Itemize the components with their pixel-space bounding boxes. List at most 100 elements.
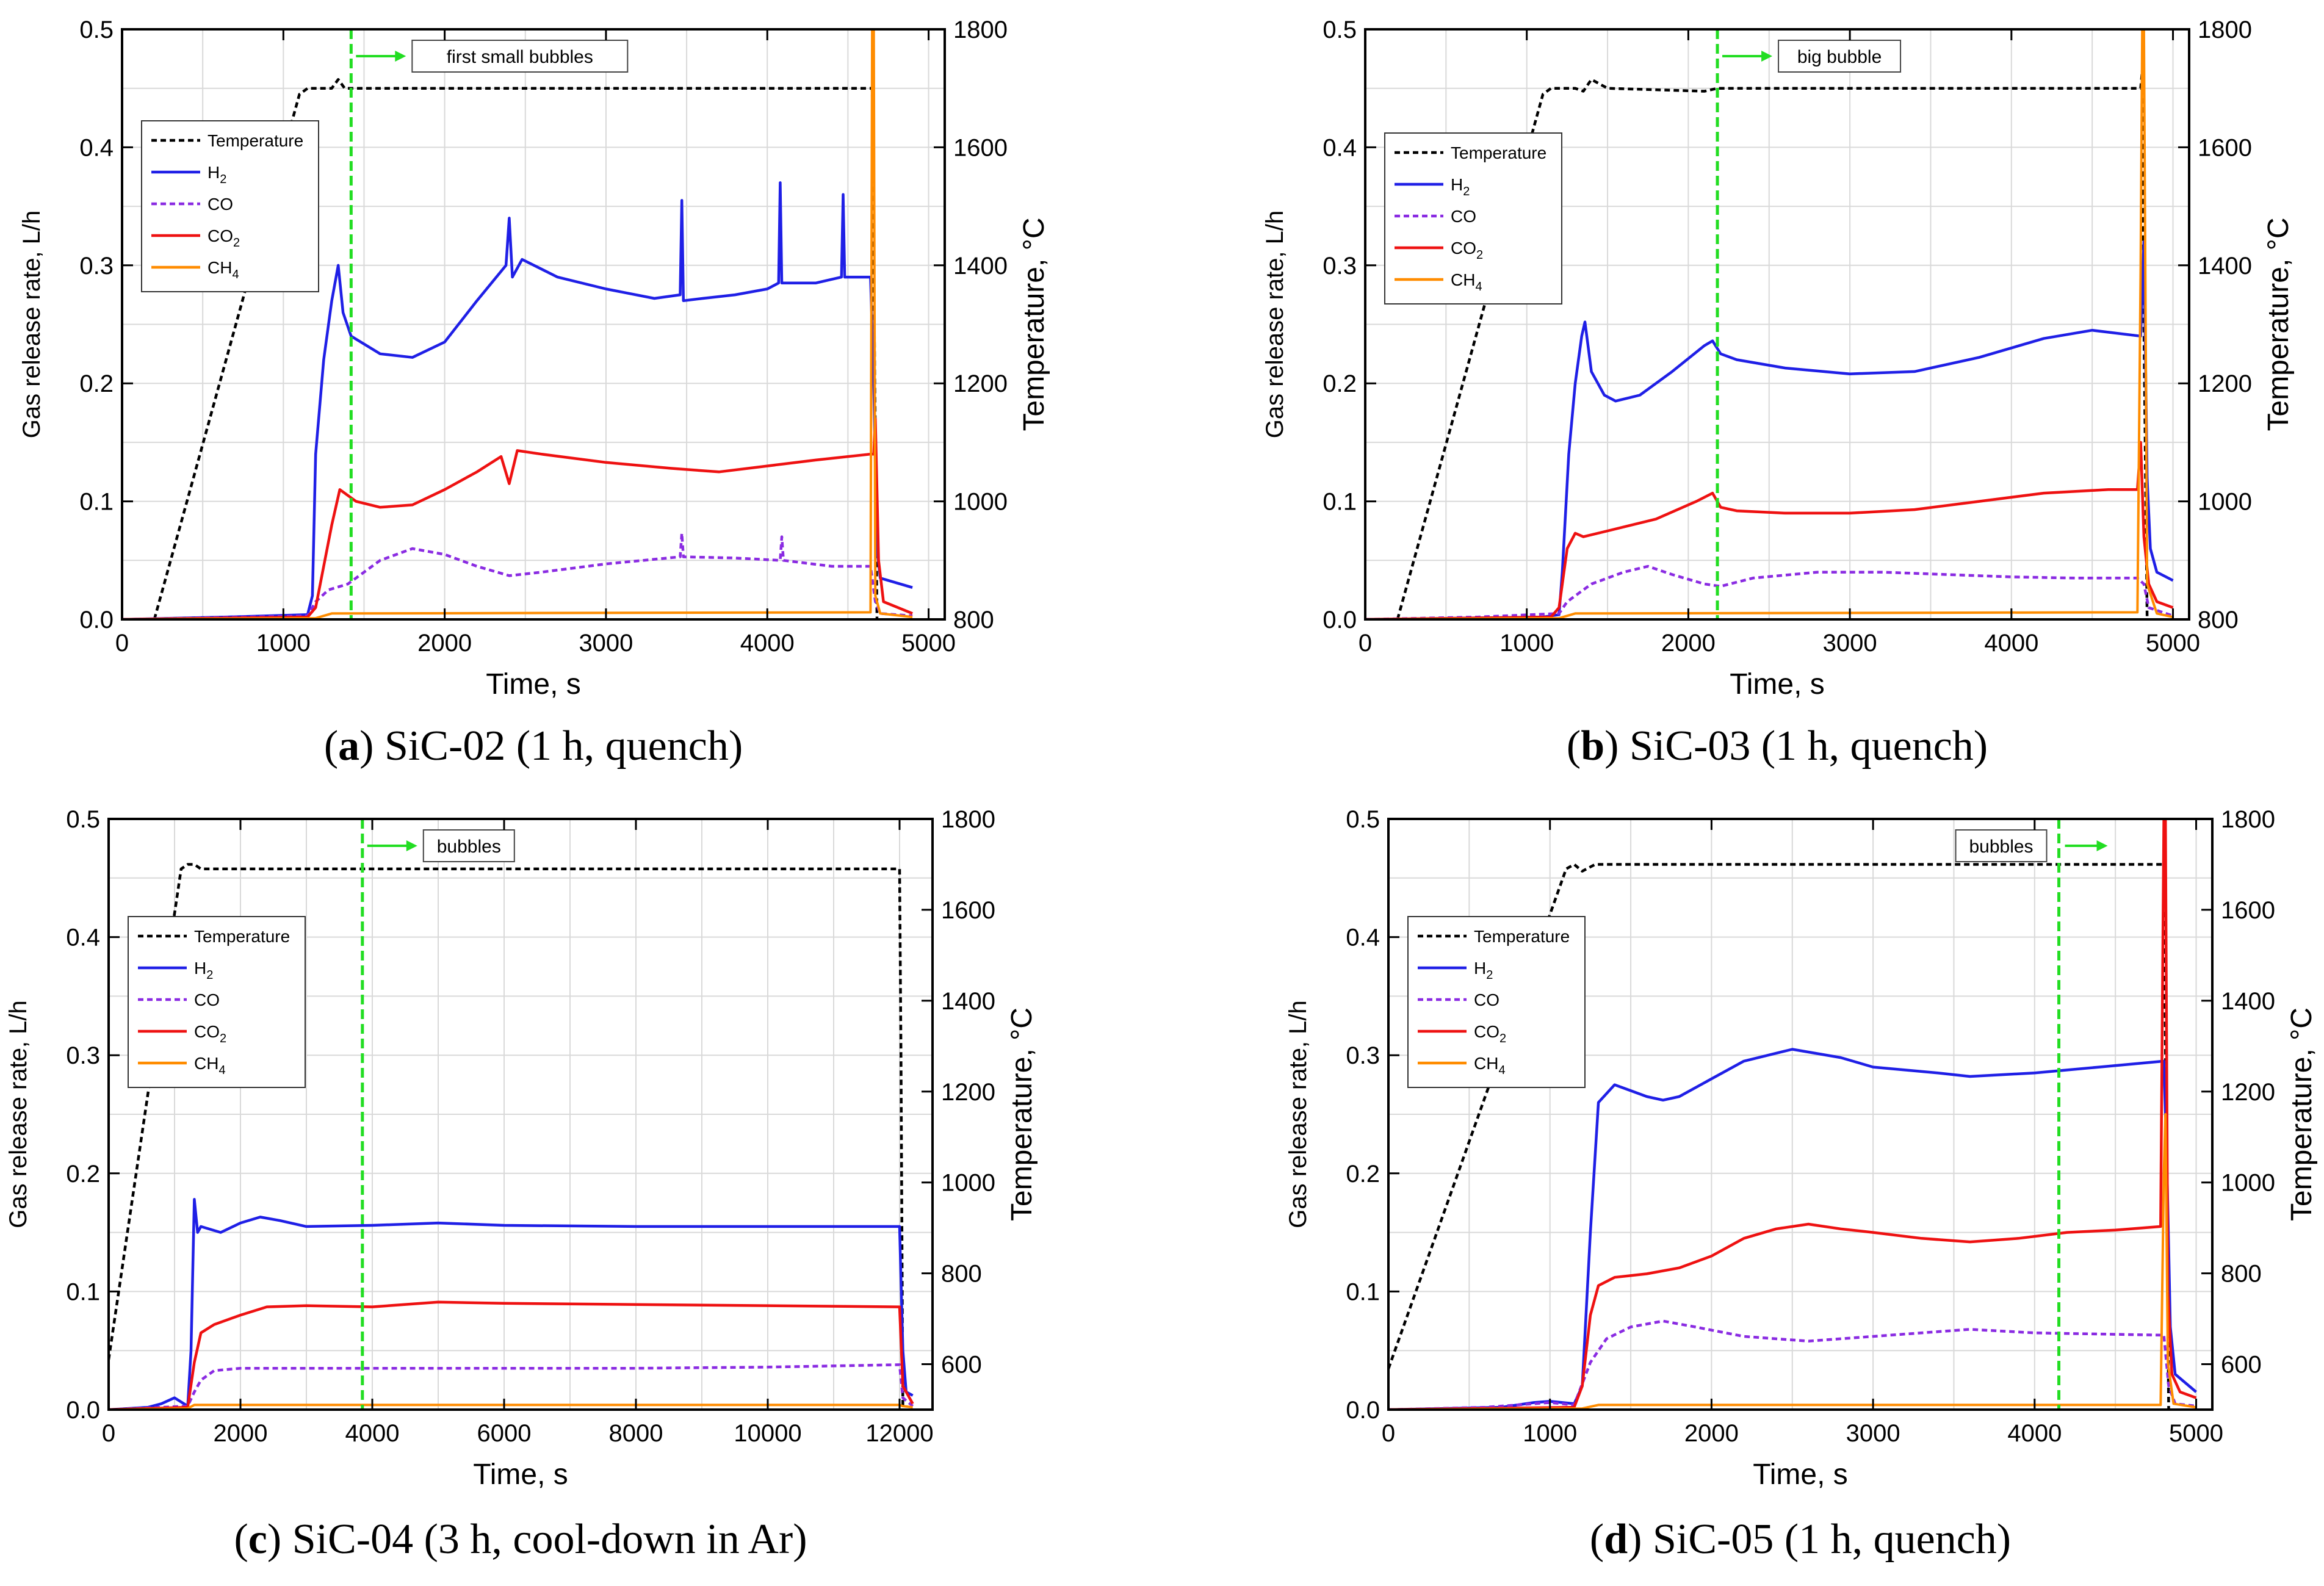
legend-label: CO <box>1474 990 1499 1009</box>
legend-label: Temperature <box>194 927 290 946</box>
annotation-text: bubbles <box>437 837 501 857</box>
caption-text: SiC-02 (1 h, quench) <box>374 723 743 770</box>
legend-label-sub: 2 <box>1499 1032 1506 1045</box>
y-tick-label: 0.3 <box>66 1042 100 1069</box>
x-tick-label: 3000 <box>579 630 633 657</box>
series-line-h2 <box>122 181 913 619</box>
y-tick-label: 0.4 <box>66 925 100 951</box>
y2-tick-label: 800 <box>941 1261 982 1288</box>
y-tick-label: 0.3 <box>1323 253 1357 279</box>
y2-axis-title: Temperature, °C <box>1006 1007 1038 1221</box>
caption-letter: c <box>248 1516 267 1563</box>
x-tick-label: 0 <box>1359 630 1372 657</box>
y2-tick-label: 1400 <box>941 988 995 1015</box>
annotation-box <box>422 829 515 862</box>
legend-label: Temperature <box>208 131 303 150</box>
y-tick-label: 0.4 <box>79 134 114 161</box>
x-axis-title: Time, s <box>486 668 581 701</box>
y2-tick-label: 800 <box>953 607 994 633</box>
x-tick-label: 1000 <box>1499 630 1554 657</box>
legend-label-main: CO <box>1451 239 1476 258</box>
legend-label: CO <box>1451 207 1476 226</box>
panel-caption: (d) SiC-05 (1 h, quench) <box>1590 1516 2011 1563</box>
annotation-box <box>411 40 629 73</box>
gridlines <box>109 819 933 1410</box>
y2-tick-label: 1200 <box>2198 370 2252 397</box>
series-line-co <box>1388 1319 2196 1410</box>
panel-caption: (c) SiC-04 (3 h, cool-down in Ar) <box>234 1516 807 1563</box>
y-axis-title: Gas release rate, L/h <box>1285 1000 1312 1228</box>
y2-tick-label: 800 <box>2221 1261 2262 1288</box>
y-tick-label: 0.1 <box>1323 489 1357 516</box>
plot-frame <box>107 818 934 1411</box>
x-tick-label: 2000 <box>417 630 472 657</box>
legend-label-sub: 2 <box>233 236 240 250</box>
x-tick-label: 2000 <box>1684 1420 1739 1447</box>
x-tick-label: 12000 <box>865 1420 933 1447</box>
y2-tick-label: 1600 <box>941 897 995 924</box>
y-tick-label: 0.1 <box>79 489 114 516</box>
y-tick-label: 0.1 <box>66 1278 100 1305</box>
gridlines <box>1388 819 2212 1410</box>
series-line-co2 <box>1388 819 2197 1410</box>
legend-label-main: CO <box>1474 990 1499 1009</box>
legend-label: Temperature <box>1451 143 1546 162</box>
y2-tick-label: 1800 <box>941 806 995 833</box>
y2-tick-label: 1600 <box>2198 134 2252 161</box>
y-axis-title: Gas release rate, L/h <box>5 1000 32 1228</box>
legend-label-main: H <box>194 959 206 978</box>
legend-label-main: CH <box>1451 270 1475 289</box>
y-tick-label: 0.0 <box>1346 1397 1380 1424</box>
y-tick-label: 0.1 <box>1346 1278 1380 1305</box>
legend-label-main: CH <box>208 258 232 277</box>
y2-tick-label: 1200 <box>2221 1079 2275 1106</box>
y2-tick-label: 800 <box>2198 607 2239 633</box>
caption-paren-close: ) <box>1628 1516 1642 1563</box>
legend-label-sub: 2 <box>1486 968 1493 982</box>
caption-text: SiC-03 (1 h, quench) <box>1619 723 1988 770</box>
legend-label-main: H <box>1451 175 1463 194</box>
caption-paren-close: ) <box>267 1516 281 1563</box>
x-tick-label: 1000 <box>256 630 311 657</box>
y2-tick-label: 1200 <box>953 370 1008 397</box>
y-tick-label: 0.2 <box>66 1161 100 1188</box>
y2-tick-label: 1800 <box>2221 806 2275 833</box>
caption-paren-open: ( <box>1590 1516 1604 1563</box>
legend-label-main: Temperature <box>208 131 303 150</box>
x-tick-label: 10000 <box>734 1420 801 1447</box>
y-tick-label: 0.0 <box>66 1397 100 1424</box>
legend-label-main: CO <box>194 990 220 1009</box>
caption-letter: b <box>1581 723 1604 770</box>
legend-label-sub: 4 <box>1498 1064 1505 1077</box>
x-tick-label: 8000 <box>609 1420 663 1447</box>
series-line-h2 <box>1365 240 2174 619</box>
caption-letter: d <box>1604 1516 1628 1563</box>
caption-letter: a <box>338 723 359 770</box>
series-group <box>1365 29 2174 619</box>
caption-text: SiC-05 (1 h, quench) <box>1642 1516 2011 1563</box>
legend-label-sub: 4 <box>1475 280 1482 294</box>
series-group <box>1388 819 2197 1410</box>
annotation-box <box>1955 829 2048 862</box>
legend-label: CO <box>194 990 220 1009</box>
y2-tick-label: 600 <box>2221 1352 2262 1379</box>
series-line-co2 <box>1365 441 2174 619</box>
y2-axis-title: Temperature, °C <box>1018 218 1050 431</box>
legend-label: CO2 <box>208 226 240 250</box>
y-tick-label: 0.3 <box>1346 1042 1380 1069</box>
panel-caption: (a) SiC-02 (1 h, quench) <box>324 723 743 770</box>
y-tick-label: 0.0 <box>79 607 114 633</box>
panel-a: first small bubblesTemperatureH2COCO2CH4… <box>18 16 1050 770</box>
series-line-temperature <box>109 863 904 1410</box>
x-tick-label: 0 <box>1382 1420 1395 1447</box>
x-tick-label: 3000 <box>1823 630 1877 657</box>
legend-box <box>141 120 319 292</box>
y-tick-label: 0.4 <box>1323 134 1357 161</box>
legend-label-main: CH <box>194 1054 218 1073</box>
y-tick-label: 0.2 <box>1346 1161 1380 1188</box>
y2-axis-title: Temperature, °C <box>2262 218 2295 431</box>
